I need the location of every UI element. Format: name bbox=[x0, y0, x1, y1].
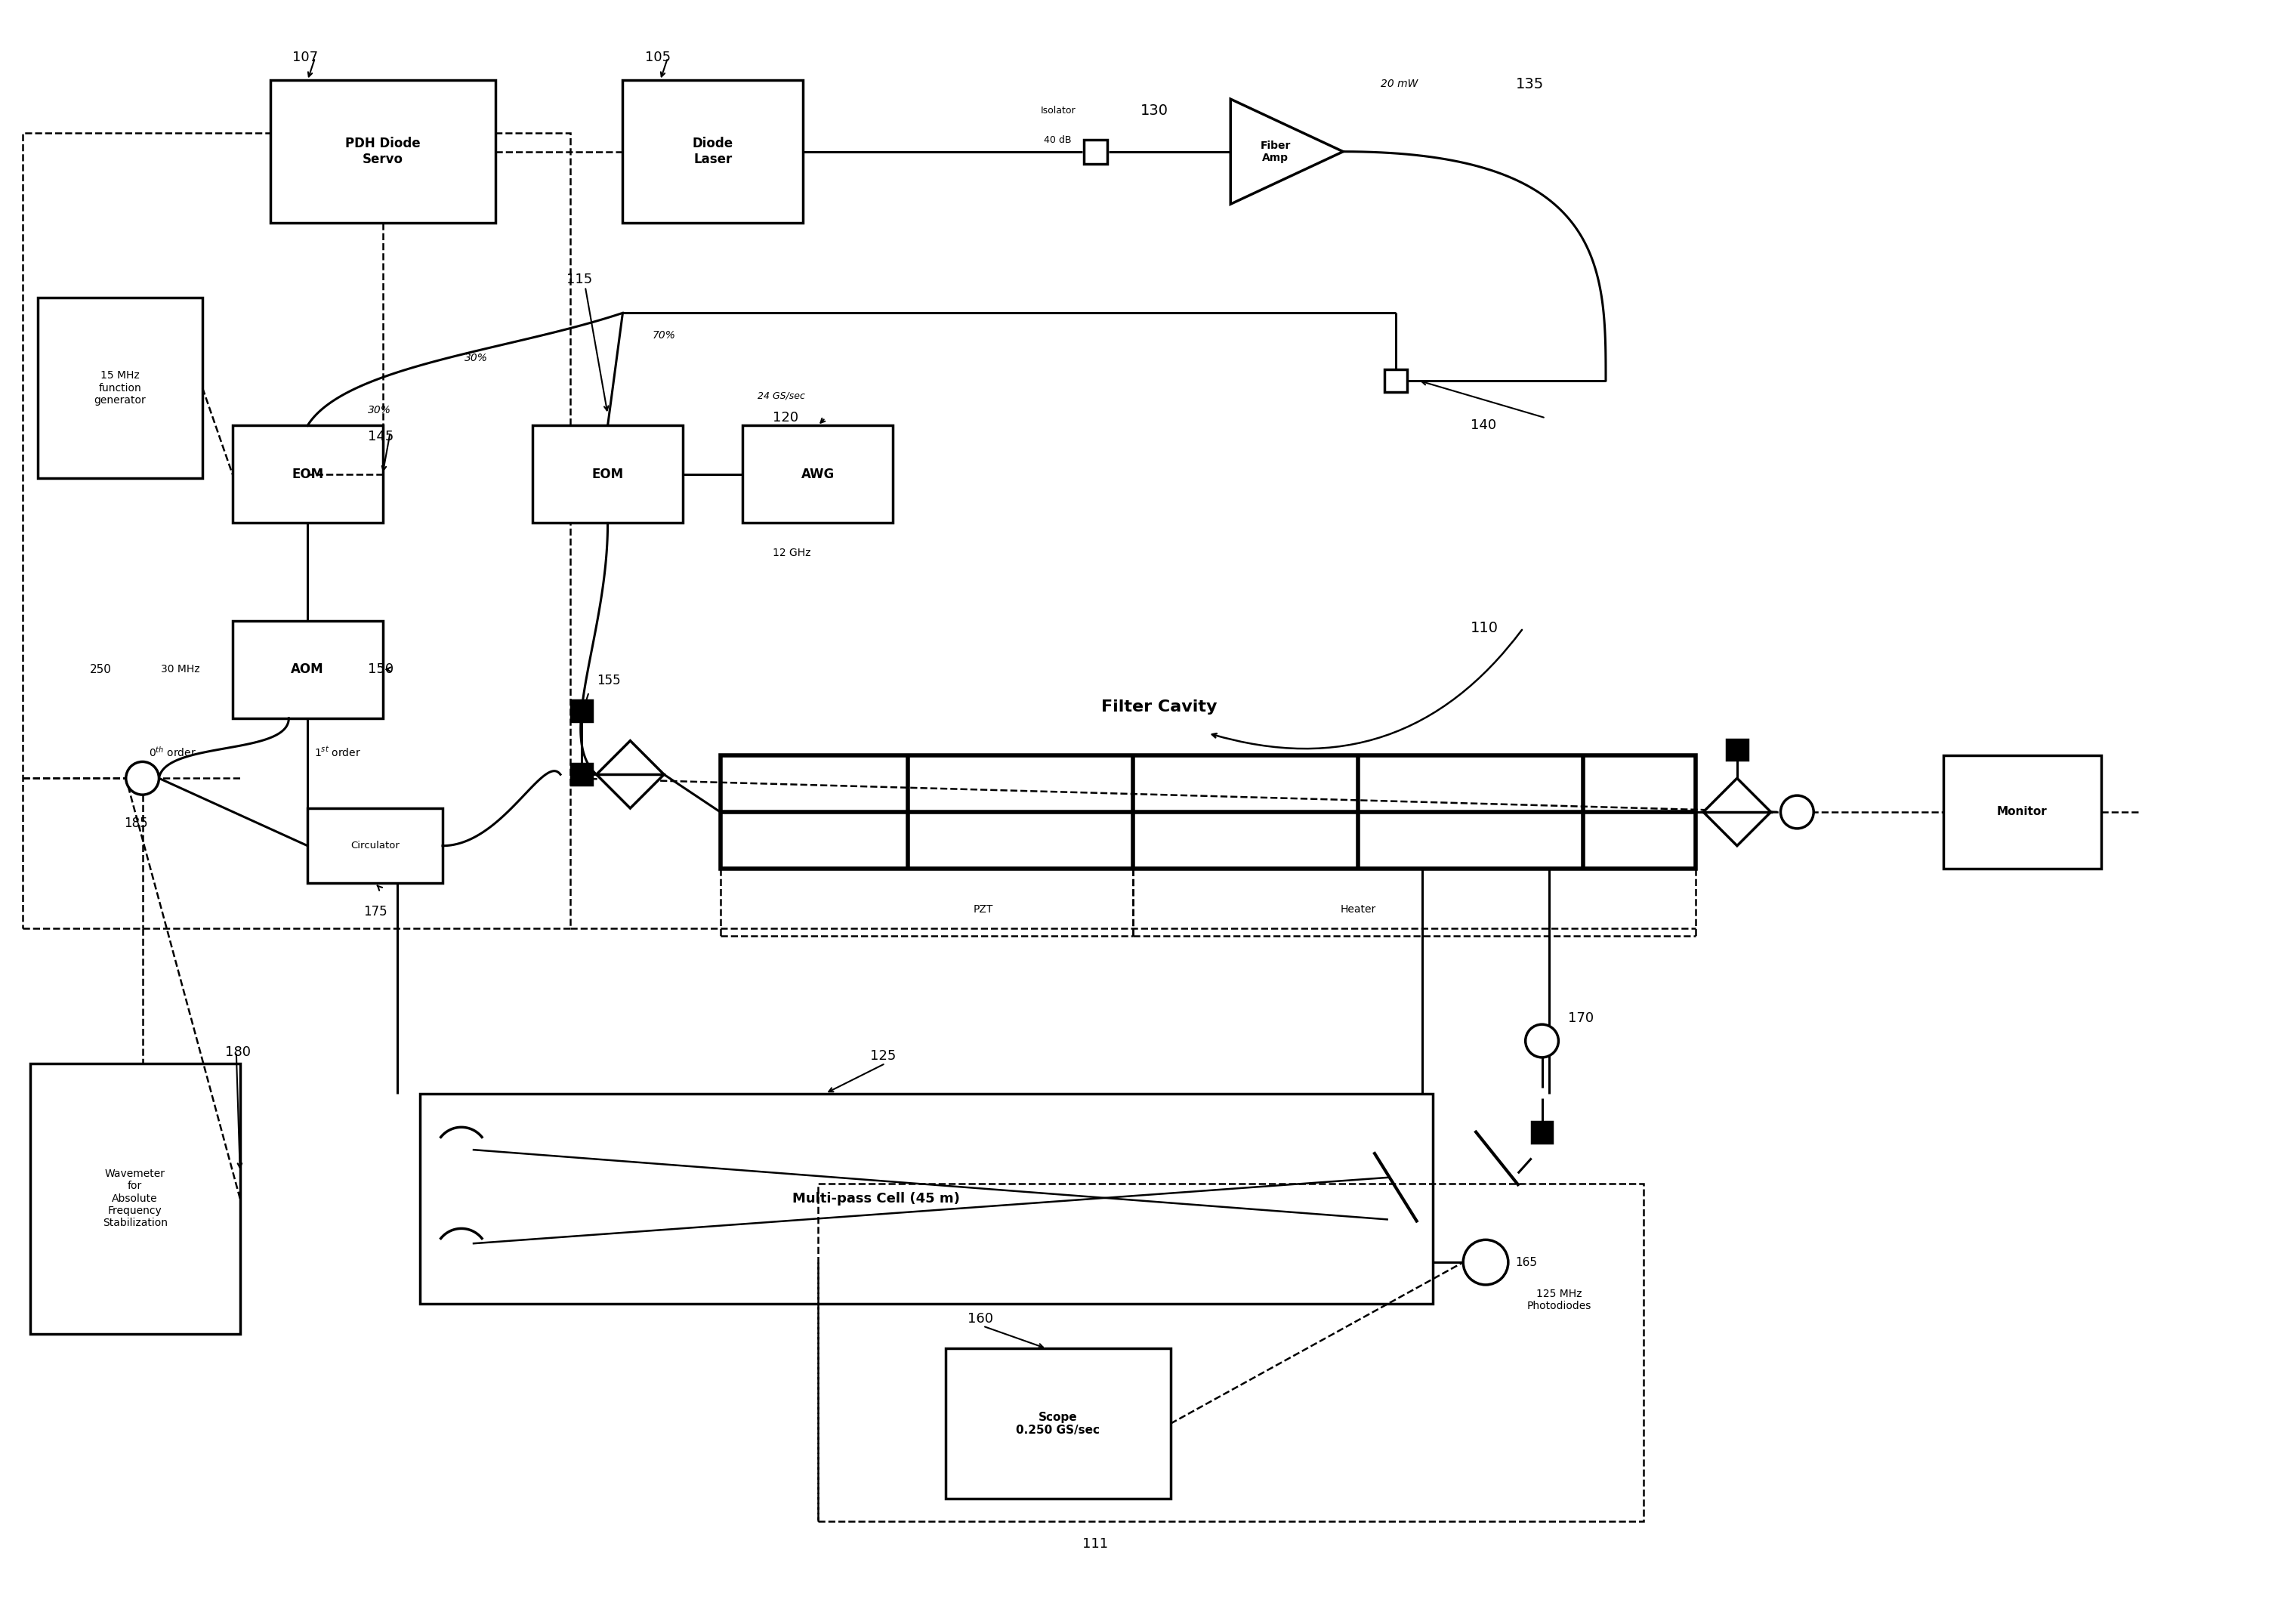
Text: Wavemeter
for
Absolute
Frequency
Stabilization: Wavemeter for Absolute Frequency Stabili… bbox=[103, 1169, 167, 1228]
Text: Scope
0.250 GS/sec: Scope 0.250 GS/sec bbox=[1016, 1411, 1101, 1436]
Bar bbox=[1384, 369, 1407, 391]
Text: 155: 155 bbox=[596, 674, 621, 687]
Bar bbox=[1533, 1122, 1553, 1143]
Text: AWG: AWG bbox=[802, 468, 834, 481]
Bar bbox=[571, 700, 592, 721]
Text: 250: 250 bbox=[89, 664, 112, 676]
Text: 40 dB: 40 dB bbox=[1044, 135, 1071, 145]
Text: 150: 150 bbox=[368, 663, 393, 676]
Text: 125 MHz
Photodiodes: 125 MHz Photodiodes bbox=[1528, 1288, 1592, 1311]
FancyBboxPatch shape bbox=[1944, 755, 2101, 869]
Text: 30%: 30% bbox=[368, 406, 391, 416]
Bar bbox=[1083, 140, 1108, 164]
Text: Fiber
Amp: Fiber Amp bbox=[1261, 140, 1290, 162]
FancyBboxPatch shape bbox=[719, 755, 1695, 869]
Text: Heater: Heater bbox=[1341, 905, 1375, 914]
Text: 160: 160 bbox=[968, 1312, 994, 1325]
Polygon shape bbox=[1704, 778, 1770, 846]
Text: 165: 165 bbox=[1517, 1257, 1537, 1268]
Text: PDH Diode
Servo: PDH Diode Servo bbox=[345, 136, 420, 166]
Text: Filter Cavity: Filter Cavity bbox=[1101, 700, 1217, 715]
Text: 175: 175 bbox=[363, 905, 386, 919]
FancyBboxPatch shape bbox=[30, 1064, 240, 1333]
Text: 70%: 70% bbox=[653, 330, 676, 341]
Text: 145: 145 bbox=[368, 430, 393, 443]
Text: 24 GS/sec: 24 GS/sec bbox=[758, 391, 806, 401]
Text: Circulator: Circulator bbox=[349, 841, 400, 851]
FancyBboxPatch shape bbox=[37, 297, 203, 477]
Circle shape bbox=[1526, 1025, 1558, 1057]
Text: $1^{st}$ order: $1^{st}$ order bbox=[315, 745, 361, 758]
FancyBboxPatch shape bbox=[233, 620, 384, 718]
Text: 107: 107 bbox=[292, 50, 317, 65]
FancyBboxPatch shape bbox=[270, 80, 496, 222]
Text: 170: 170 bbox=[1569, 1012, 1594, 1025]
Text: Diode
Laser: Diode Laser bbox=[692, 136, 733, 166]
Polygon shape bbox=[596, 741, 665, 809]
Text: Isolator: Isolator bbox=[1039, 106, 1076, 115]
Text: 30%: 30% bbox=[464, 352, 489, 364]
Text: $0^{th}$ order: $0^{th}$ order bbox=[148, 745, 196, 758]
Polygon shape bbox=[1231, 99, 1343, 205]
Text: 20 mW: 20 mW bbox=[1380, 78, 1418, 89]
FancyBboxPatch shape bbox=[742, 425, 893, 523]
FancyBboxPatch shape bbox=[946, 1348, 1169, 1499]
FancyBboxPatch shape bbox=[233, 425, 384, 523]
Text: 130: 130 bbox=[1140, 104, 1169, 117]
Text: 125: 125 bbox=[870, 1049, 895, 1062]
Text: PZT: PZT bbox=[973, 905, 994, 914]
Text: 140: 140 bbox=[1471, 419, 1496, 432]
Text: 15 MHz
function
generator: 15 MHz function generator bbox=[94, 370, 146, 406]
Text: 12 GHz: 12 GHz bbox=[772, 547, 811, 559]
Text: 185: 185 bbox=[123, 817, 148, 830]
Bar bbox=[1727, 739, 1747, 760]
Bar bbox=[571, 763, 592, 784]
Text: Monitor: Monitor bbox=[1996, 807, 2046, 817]
Text: Multi-pass Cell (45 m): Multi-pass Cell (45 m) bbox=[793, 1192, 959, 1205]
FancyBboxPatch shape bbox=[308, 809, 443, 883]
Text: 110: 110 bbox=[1471, 620, 1498, 635]
Text: AOM: AOM bbox=[290, 663, 324, 676]
Text: 180: 180 bbox=[226, 1046, 251, 1059]
Text: EOM: EOM bbox=[592, 468, 624, 481]
Text: 30 MHz: 30 MHz bbox=[162, 664, 201, 674]
Text: EOM: EOM bbox=[292, 468, 324, 481]
Circle shape bbox=[126, 762, 160, 794]
Circle shape bbox=[1464, 1239, 1507, 1285]
Text: 105: 105 bbox=[644, 50, 671, 65]
Text: 135: 135 bbox=[1517, 76, 1544, 91]
Circle shape bbox=[1782, 796, 1813, 828]
Text: 115: 115 bbox=[566, 273, 592, 286]
Text: 111: 111 bbox=[1083, 1536, 1108, 1551]
Text: 120: 120 bbox=[772, 411, 799, 425]
FancyBboxPatch shape bbox=[420, 1093, 1432, 1304]
FancyBboxPatch shape bbox=[532, 425, 683, 523]
FancyBboxPatch shape bbox=[624, 80, 802, 222]
